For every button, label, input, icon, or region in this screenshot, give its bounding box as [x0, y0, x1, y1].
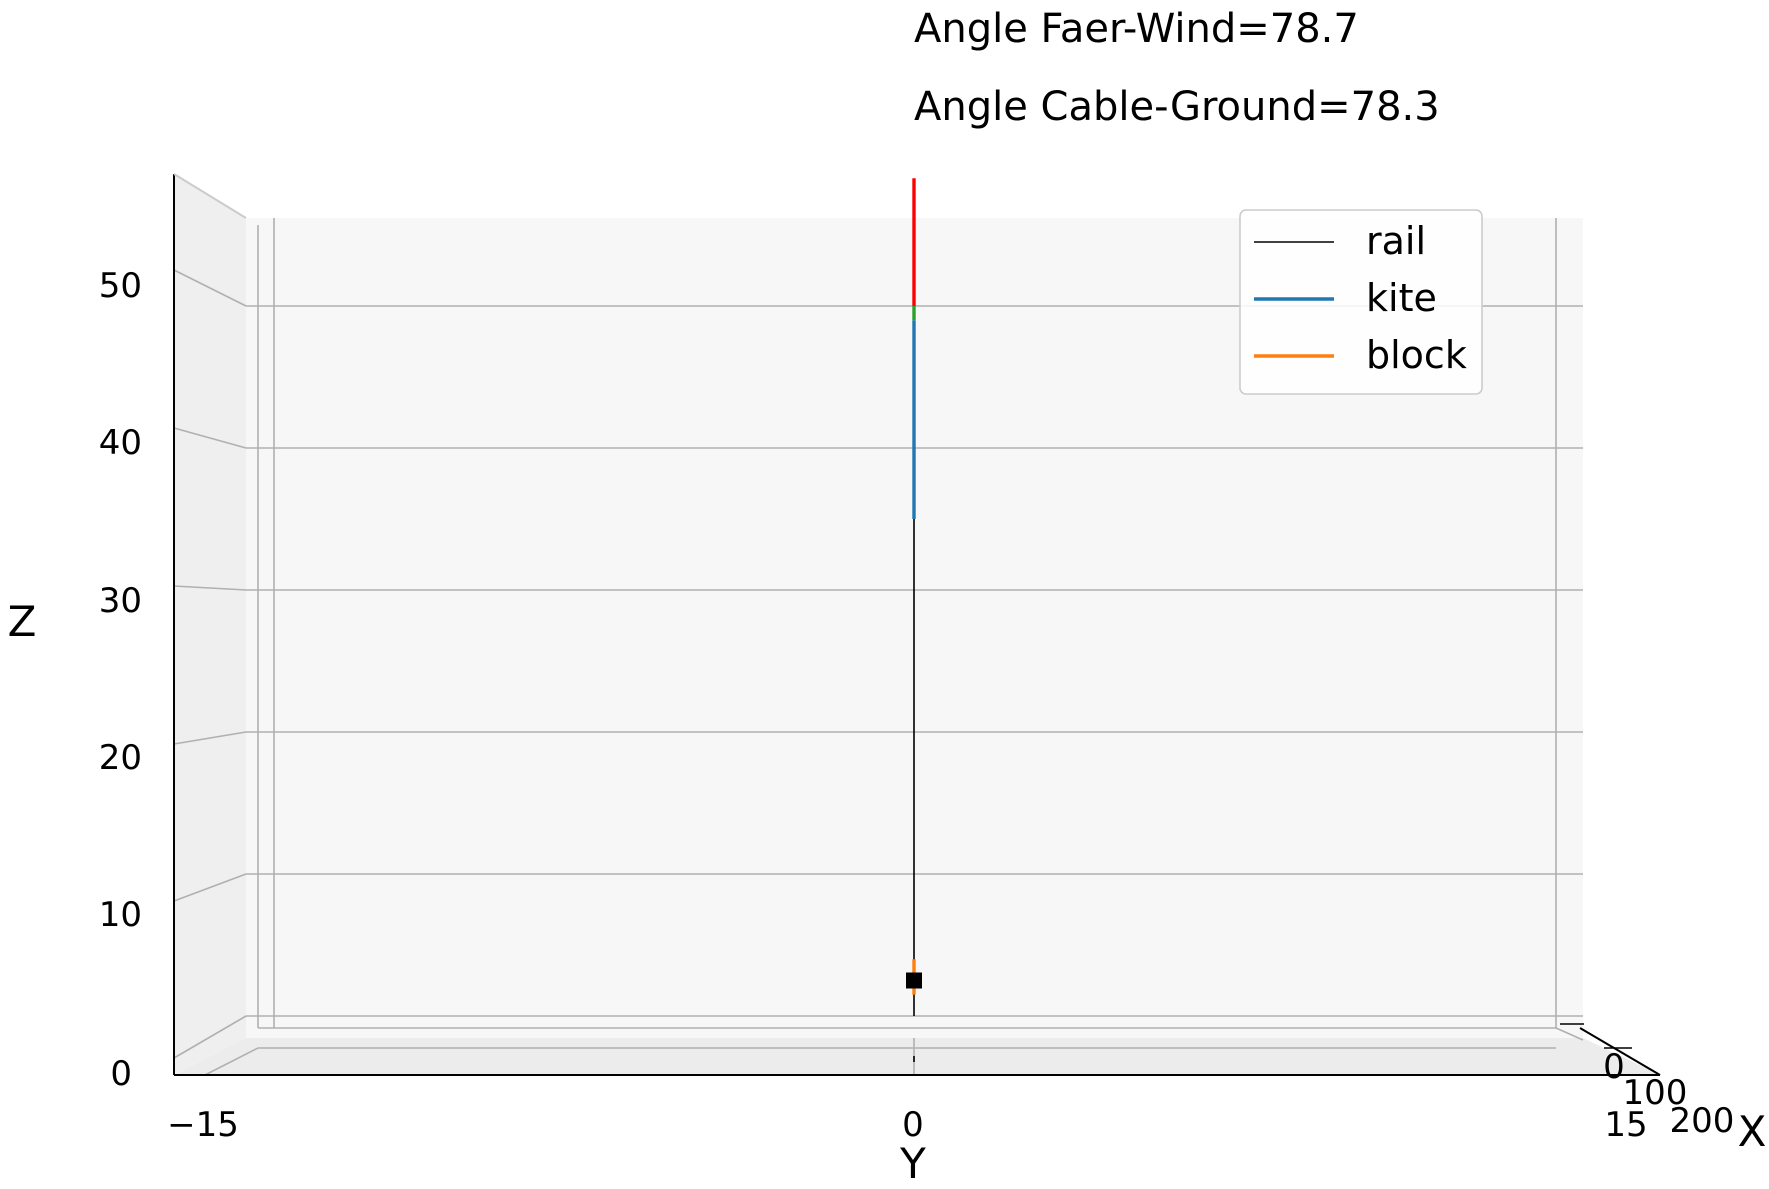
y-tick-label-15: 15 — [1604, 1105, 1647, 1145]
legend-label-rail: rail — [1366, 219, 1426, 263]
left-grid-10 — [173, 873, 247, 902]
x-tick-label-100: 100 — [1623, 1073, 1688, 1113]
z-tick-label-0: 0 — [110, 1054, 132, 1094]
y-tick-label-minus15: −15 — [167, 1105, 239, 1145]
z-axis-label: Z — [8, 597, 37, 646]
left-pane — [174, 174, 246, 1075]
floor-grid-3 — [1555, 1027, 1584, 1041]
legend-label-block: block — [1366, 333, 1467, 377]
y-tick-labels: −15 0 15 — [167, 1105, 1648, 1145]
top-left-edge — [173, 173, 247, 219]
legend: rail kite block — [1239, 209, 1483, 395]
tick-marks — [913, 1023, 1632, 1062]
marker-square — [906, 972, 922, 989]
legend-label-kite: kite — [1366, 276, 1437, 320]
left-grid-40 — [173, 427, 247, 449]
z-tick-label-40: 40 — [99, 423, 142, 463]
z-tick-label-50: 50 — [99, 266, 142, 306]
x-axis-spine — [1579, 1027, 1661, 1076]
x-tick-label-200: 200 — [1670, 1101, 1735, 1141]
z-tick-label-20: 20 — [99, 738, 142, 778]
left-grid-0 — [173, 1015, 247, 1059]
floor-pane — [174, 1038, 1660, 1075]
left-grid-50 — [173, 269, 247, 307]
z-tick-label-10: 10 — [99, 895, 142, 935]
z-tick-label-30: 30 — [99, 581, 142, 621]
x-tick-label-0: 0 — [1603, 1047, 1625, 1087]
annotation-cable-ground: Angle Cable-Ground=78.3 — [914, 84, 1440, 130]
annotation-faer-wind: Angle Faer-Wind=78.7 — [914, 6, 1359, 52]
x-axis-label: X — [1738, 1107, 1767, 1156]
left-grid-30 — [173, 585, 247, 591]
floor-grid-2 — [204, 1047, 1556, 1076]
z-tick-labels: 50 40 30 20 10 0 — [99, 266, 142, 1094]
x-tick-labels: 0 100 200 — [1603, 1047, 1734, 1141]
legend-box — [1239, 209, 1483, 395]
data-layer — [906, 178, 922, 1016]
left-grid-20 — [173, 731, 247, 745]
y-axis-label: Y — [899, 1139, 926, 1188]
axis-spines — [173, 173, 1661, 1076]
y-tick-label-0: 0 — [902, 1105, 924, 1145]
